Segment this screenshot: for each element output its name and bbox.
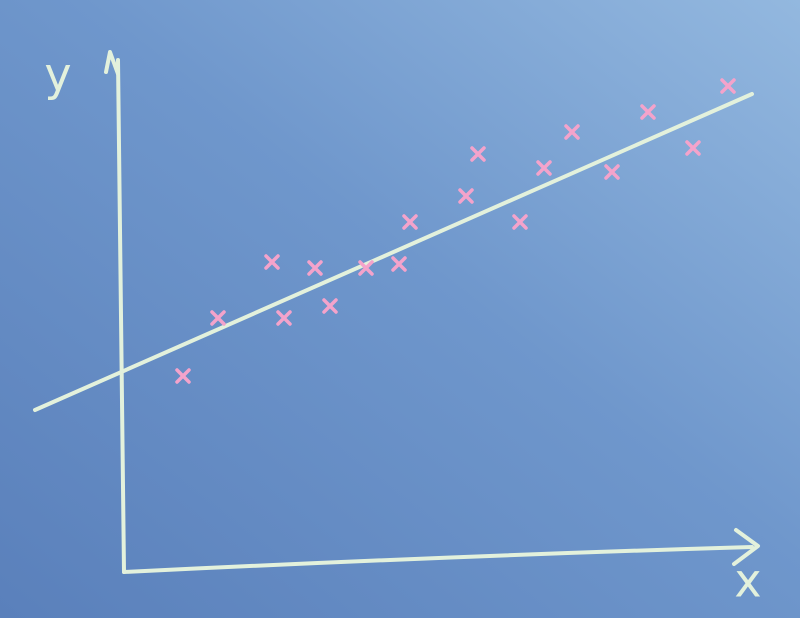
data-point	[358, 260, 374, 276]
data-point	[276, 310, 292, 326]
data-point	[640, 104, 656, 120]
data-point	[604, 164, 620, 180]
y-axis-label: y	[44, 48, 71, 102]
x-axis-arrow	[732, 528, 760, 566]
y-axis	[116, 58, 126, 574]
data-point	[536, 160, 552, 176]
data-point	[720, 78, 736, 94]
x-axis	[122, 545, 754, 574]
data-point	[564, 124, 580, 140]
data-point	[470, 146, 486, 162]
data-point	[210, 310, 226, 326]
data-point	[458, 188, 474, 204]
axes	[104, 50, 760, 574]
data-point	[391, 256, 407, 272]
data-point	[512, 214, 528, 230]
y-axis-arrow	[104, 50, 120, 76]
x-axis-label: x	[734, 554, 761, 608]
data-point	[322, 298, 338, 314]
data-point	[175, 368, 191, 384]
data-point	[685, 140, 701, 156]
trend-line	[33, 92, 754, 412]
data-point	[307, 260, 323, 276]
data-point	[264, 254, 280, 270]
data-point	[402, 214, 418, 230]
